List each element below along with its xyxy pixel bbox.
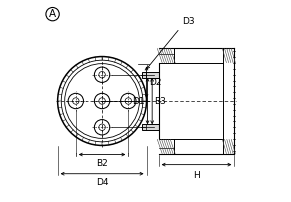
Bar <box>143 72 159 78</box>
Text: B3: B3 <box>155 97 166 105</box>
Text: D3: D3 <box>182 17 194 26</box>
Bar <box>143 124 159 130</box>
Text: D2: D2 <box>149 78 162 87</box>
Text: H: H <box>193 171 200 180</box>
Text: D4: D4 <box>96 178 108 187</box>
Text: B2: B2 <box>96 159 108 168</box>
Text: A: A <box>49 9 56 19</box>
Text: D1: D1 <box>132 97 145 105</box>
